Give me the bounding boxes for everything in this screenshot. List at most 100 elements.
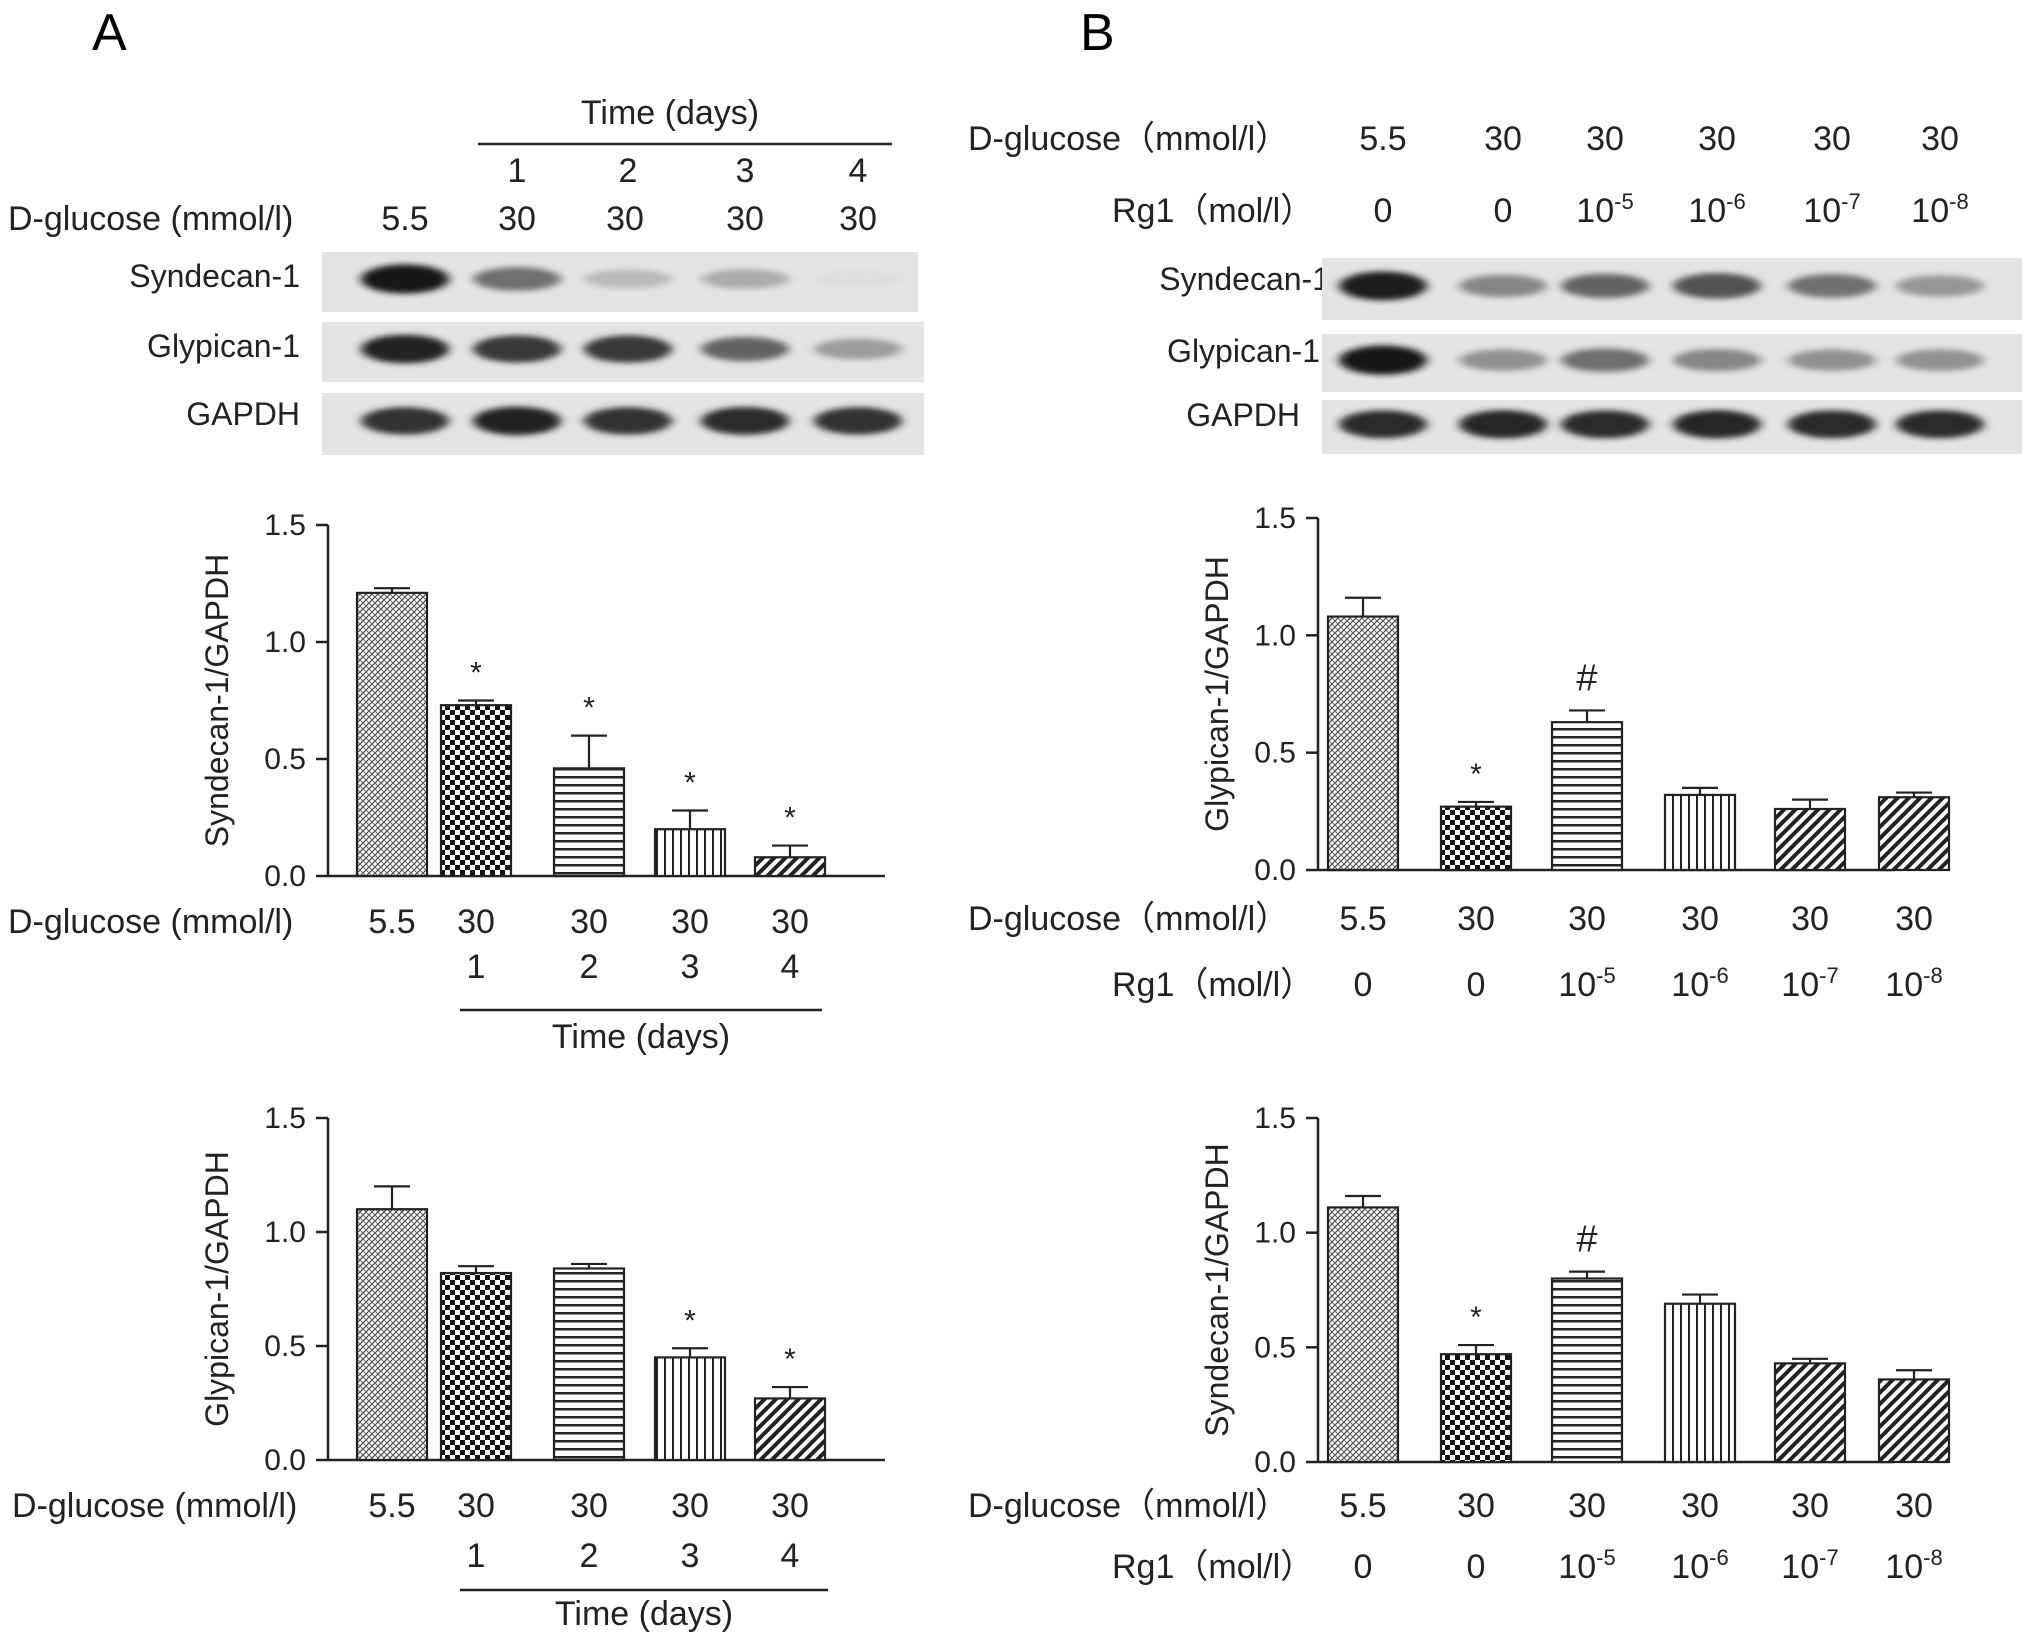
power-base: 10 [1688,192,1726,230]
b-rg1-value: 0 [1494,192,1513,230]
x-category-label: 30 [671,1487,709,1525]
b-blot-band [1896,349,1984,371]
x-category-label: 30 [570,1487,608,1525]
a-blot-band [701,269,789,289]
x-row2-value: 10-8 [1885,963,1942,1004]
x-row2-value: 10-5 [1558,1545,1615,1586]
x-row2-value: 1 [467,1537,486,1575]
a-day-label: 1 [508,152,527,190]
b-glucose-value: 30 [1698,120,1736,158]
y-tick-label: 1.0 [1254,1217,1296,1250]
b-blot-band [1673,348,1761,372]
a-band-label-glypican: Glypican-1 [147,328,300,364]
bar [552,767,626,878]
panel-b-blot-header: D-glucose（mmol/l） 5.5 30 30 30 30 30 Rg1… [968,120,1969,433]
power-exponent: -5 [1614,189,1634,214]
b-rg1-value: 10-8 [1911,189,1968,230]
x-row2-value: 2 [580,948,599,986]
a-blot-band [701,406,789,435]
panel-a-blot-image [322,252,924,455]
x-category-label: 30 [457,1487,495,1525]
x-row2-value: 10-8 [1885,1545,1942,1586]
power-exponent: -6 [1726,189,1746,214]
y-tick-label: 0.0 [264,860,306,893]
x-category-label: 30 [457,903,495,941]
b-glucose-value: 30 [1921,120,1959,158]
bar [753,856,827,878]
y-axis-title: Syndecan-1/GAPDH [199,554,235,847]
y-tick-label: 0.5 [264,743,306,776]
significance-marker: * [1470,1301,1482,1334]
panel-b-letter: B [1080,4,1115,62]
b-rg1-value: 0 [1374,192,1393,230]
panel-b-blot-image [1322,258,2022,454]
x-row2-value: 0 [1467,966,1486,1004]
x-row2-label: Rg1（mol/l） [1112,966,1314,1004]
x-row2-value: 10-5 [1558,963,1615,1004]
b-blot-band [1459,274,1547,298]
power-base: 0 [1374,192,1393,230]
b-rg1-value: 10-7 [1803,189,1860,230]
bar [1550,721,1624,872]
a-blot-band [584,407,672,435]
b-blot-band [1673,273,1761,299]
x-row2-value: 3 [681,948,700,986]
x-category-label: 30 [771,1487,809,1525]
x-category-label: 30 [1681,1487,1719,1525]
power-exponent: -8 [1949,189,1969,214]
bar [1326,1206,1400,1464]
b-band-label-glypican: Glypican-1 [1167,333,1320,369]
panel-a-letter: A [92,4,127,62]
b-glucose-value: 30 [1484,120,1522,158]
bar [1877,1378,1951,1464]
y-tick-label: 0.5 [1254,737,1296,770]
a-glucose-value: 30 [498,200,536,238]
power-exponent: -6 [1709,1545,1729,1570]
b-blot-band [1788,410,1876,439]
power-exponent: -7 [1819,1545,1839,1570]
chart-b-glypican: 0.0 0.5 1.0 1.5 Glypican-1/GAPDH * # D-glucose（… [968,502,1951,1004]
power-exponent: -7 [1819,963,1839,988]
x-category-label: 30 [1681,900,1719,938]
chart-b-syndecan: 0.0 0.5 1.0 1.5 Syndecan-1/GAPDH * # D-glucose（… [968,1102,1951,1586]
significance-marker: # [1576,657,1597,699]
x-category-label: 30 [1791,900,1829,938]
b-rg1-value: 10-6 [1688,189,1745,230]
power-base: 0 [1494,192,1513,230]
bar [1773,1362,1847,1464]
x-category-label: 5.5 [1339,1487,1386,1525]
y-axis-title: Glypican-1/GAPDH [1199,556,1235,832]
a-blot-band [473,406,561,436]
a-blot-band [473,267,561,291]
y-tick-label: 1.5 [264,1102,306,1135]
b-blot-band [1673,410,1761,439]
power-base: 10 [1781,1548,1819,1586]
a-band-label-syndecan: Syndecan-1 [129,258,300,294]
y-tick-label: 0.5 [1254,1331,1296,1364]
power-base: 0 [1467,1548,1486,1586]
a-blot-band [701,336,789,362]
x-row-label: D-glucose（mmol/l） [968,1487,1289,1525]
power-exponent: -7 [1841,189,1861,214]
x-row2-value: 0 [1467,1548,1486,1586]
power-exponent: -8 [1923,1545,1943,1570]
bar [355,1208,429,1462]
y-tick-label: 0.0 [1254,854,1296,887]
x-row2-value: 10-7 [1781,1545,1838,1586]
y-tick-label: 1.5 [1254,1102,1296,1135]
x-category-label: 5.5 [1339,900,1386,938]
b-glucose-value: 30 [1586,120,1624,158]
b-blot-band [1788,274,1876,298]
a-blot-band [814,407,902,435]
x-row2-value: 2 [580,1537,599,1575]
significance-marker: * [784,1343,796,1376]
a-blot-band [361,407,449,435]
power-base: 0 [1354,1548,1373,1586]
significance-marker: * [1470,758,1482,791]
x-row2-label: Rg1（mol/l） [1112,1548,1314,1586]
b-blot-band [1339,410,1427,439]
bar [653,1356,727,1462]
a-glucose-value: 30 [726,200,764,238]
x-category-label: 5.5 [368,903,415,941]
